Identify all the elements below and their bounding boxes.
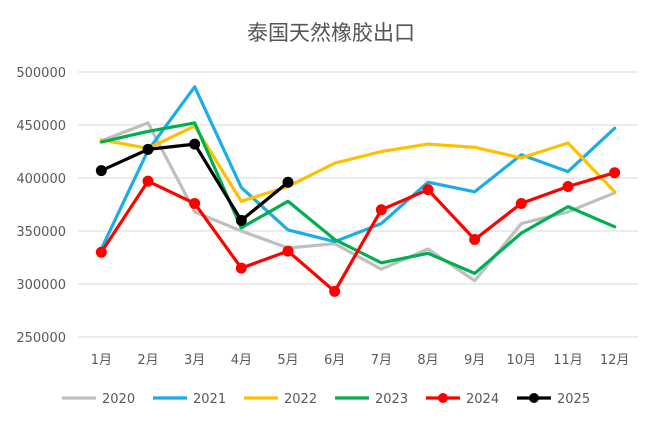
legend-label: 2020 bbox=[102, 392, 135, 407]
data-point-2024 bbox=[515, 197, 527, 209]
legend-item-2021: 2021 bbox=[153, 392, 226, 407]
series-2022 bbox=[99, 124, 617, 203]
data-point-2024 bbox=[142, 175, 154, 187]
series-2025 bbox=[95, 138, 294, 226]
x-tick-label: 9月 bbox=[464, 353, 485, 368]
y-axis-ticks: 250000 300000 350000 400000 450000 500000 bbox=[16, 66, 66, 346]
legend-item-2023: 2023 bbox=[335, 392, 408, 407]
data-point-2025 bbox=[282, 176, 294, 188]
data-point-2025 bbox=[189, 138, 201, 150]
legend-item-2025: 2025 bbox=[517, 392, 590, 407]
legend-marker bbox=[529, 393, 539, 403]
series-line-2024 bbox=[99, 171, 617, 293]
x-tick-label: 10月 bbox=[507, 353, 537, 368]
x-axis-ticks: 1月 2月 3月 4月 5月 6月 7月 8月 9月 10月 11月 12月 bbox=[91, 353, 630, 368]
data-point-2024 bbox=[562, 180, 574, 192]
series-line-2020 bbox=[99, 121, 617, 283]
x-tick-label: 12月 bbox=[600, 353, 630, 368]
y-tick-label: 500000 bbox=[16, 66, 66, 81]
data-point-2024 bbox=[609, 167, 621, 179]
x-tick-label: 2月 bbox=[137, 353, 158, 368]
data-point-2025 bbox=[235, 214, 247, 226]
data-point-2024 bbox=[422, 184, 434, 196]
x-tick-label: 7月 bbox=[371, 353, 392, 368]
x-tick-label: 11月 bbox=[553, 353, 583, 368]
legend-item-2020: 2020 bbox=[62, 392, 135, 407]
data-point-2024 bbox=[375, 204, 387, 216]
y-tick-label: 450000 bbox=[16, 119, 66, 134]
y-tick-label: 400000 bbox=[16, 172, 66, 187]
series-line-2021 bbox=[99, 85, 617, 251]
y-tick-label: 300000 bbox=[16, 278, 66, 293]
series-lines bbox=[95, 85, 621, 297]
data-point-2024 bbox=[282, 245, 294, 257]
data-point-2024 bbox=[235, 262, 247, 274]
x-tick-label: 6月 bbox=[324, 353, 345, 368]
legend-label: 2021 bbox=[193, 392, 226, 407]
legend: 2020 2021 2022 2023 2024 2025 bbox=[62, 392, 590, 407]
legend-item-2024: 2024 bbox=[426, 392, 499, 407]
x-tick-label: 3月 bbox=[184, 353, 205, 368]
series-2020 bbox=[99, 121, 617, 283]
data-point-2024 bbox=[329, 285, 341, 297]
x-tick-label: 4月 bbox=[231, 353, 252, 368]
legend-marker bbox=[438, 393, 448, 403]
y-tick-label: 250000 bbox=[16, 331, 66, 346]
data-point-2024 bbox=[95, 246, 107, 258]
series-2021 bbox=[99, 85, 617, 251]
chart-title: 泰国天然橡胶出口 bbox=[247, 21, 415, 45]
data-point-2024 bbox=[469, 233, 481, 245]
x-tick-label: 5月 bbox=[277, 353, 298, 368]
legend-label: 2024 bbox=[466, 392, 499, 407]
data-point-2025 bbox=[95, 165, 107, 177]
series-2024 bbox=[95, 167, 621, 297]
legend-label: 2022 bbox=[284, 392, 317, 407]
x-tick-label: 1月 bbox=[91, 353, 112, 368]
legend-item-2022: 2022 bbox=[244, 392, 317, 407]
data-point-2025 bbox=[142, 143, 154, 155]
data-point-2024 bbox=[189, 197, 201, 209]
y-tick-label: 350000 bbox=[16, 225, 66, 240]
series-line-2022 bbox=[99, 124, 617, 203]
x-tick-label: 8月 bbox=[417, 353, 438, 368]
legend-label: 2023 bbox=[375, 392, 408, 407]
legend-label: 2025 bbox=[557, 392, 590, 407]
